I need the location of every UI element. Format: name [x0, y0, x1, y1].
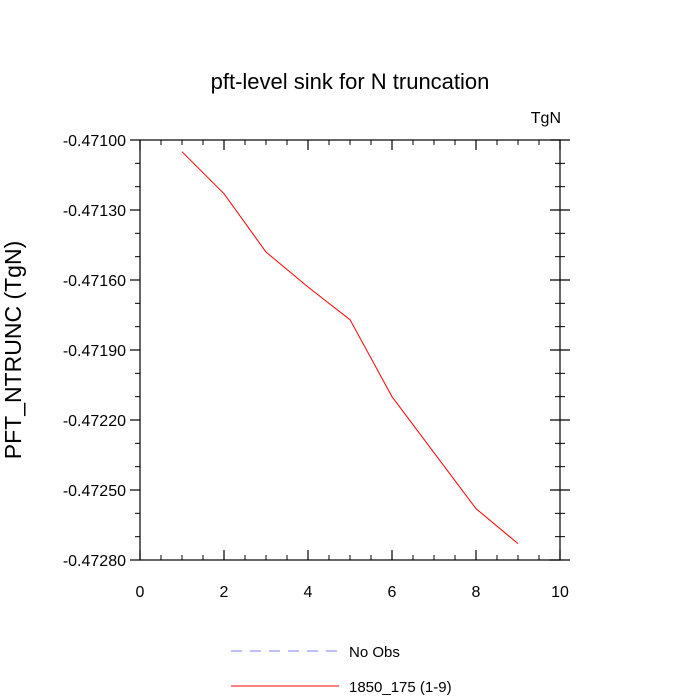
x-tick-label: 8 [472, 584, 481, 601]
series-line [181, 151, 519, 545]
x-tick-label: 0 [136, 584, 145, 601]
y-axis: -0.47100 -0.47130 -0.47160 -0.47190 -0.47220… [63, 133, 570, 570]
legend-label: No Obs [349, 644, 400, 661]
y-tick-label: -0.47130 [63, 203, 126, 220]
x-axis: 0 2 4 6 8 10 [136, 140, 569, 601]
x-tick-label: 10 [551, 584, 569, 601]
y-tick-label: -0.47250 [63, 483, 126, 500]
plot-frame [139, 139, 561, 561]
y-tick-label: -0.47190 [63, 343, 126, 360]
y-tick-label: -0.47220 [63, 413, 126, 430]
y-tick-label: -0.47280 [63, 553, 126, 570]
legend: No Obs 1850_175 (1-9) [231, 644, 452, 696]
y-tick-label: -0.47100 [63, 133, 126, 150]
x-tick-label: 2 [220, 584, 229, 601]
y-tick-label: -0.47160 [63, 273, 126, 290]
legend-label: 1850_175 (1-9) [349, 679, 452, 696]
x-tick-label: 6 [388, 584, 397, 601]
units-label: TgN [531, 110, 561, 127]
chart-title: pft-level sink for N truncation [211, 69, 490, 94]
y-axis-label: PFT_NTRUNC (TgN) [0, 241, 26, 460]
minor-ticks [135, 140, 565, 560]
series-layer [181, 151, 519, 545]
x-tick-label: 4 [304, 584, 313, 601]
